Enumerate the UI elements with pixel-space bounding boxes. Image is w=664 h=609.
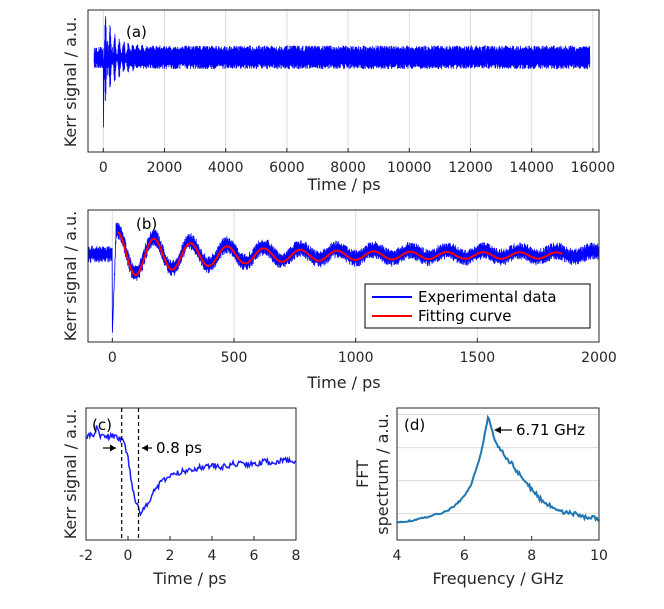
- xtick-label: 8: [527, 548, 536, 564]
- panel-b: 0 500 1000 1500 2000 (b) Time / ps Kerr sign…: [61, 209, 617, 392]
- xtick-label: 6: [460, 548, 469, 564]
- panel-c-data-line: [85, 425, 297, 517]
- xtick-label: 0: [99, 160, 108, 176]
- panel-a-grid: [102, 10, 594, 152]
- panel-c-frame: [85, 407, 297, 541]
- xtick-label: 6: [250, 548, 259, 564]
- panel-d-xlabel: Frequency / GHz: [432, 569, 563, 588]
- xtick-label: 12000: [448, 160, 493, 176]
- xtick-label: 8000: [330, 160, 366, 176]
- panel-d-ylabel-line1: FFT: [353, 460, 372, 488]
- xtick-label: 0: [108, 350, 117, 366]
- panel-b-data-line: [87, 222, 600, 333]
- xtick-label: 2: [166, 548, 175, 564]
- arrow-left-icon: [494, 426, 501, 434]
- panel-c: -2 0 2 4 6 8 (c) 0.8 ps Time / ps Kerr signal…: [61, 407, 300, 588]
- panel-b-fit-line: [117, 231, 563, 277]
- xtick-label: 2000: [147, 160, 183, 176]
- panel-d-annotation: 6.71 GHz: [516, 421, 585, 439]
- panel-b-xlabel: Time / ps: [306, 373, 380, 392]
- xtick-label: -2: [79, 548, 93, 564]
- arrow-left-icon: [142, 444, 148, 452]
- xtick-label: 1000: [338, 350, 374, 366]
- xtick-label: 6000: [269, 160, 305, 176]
- xtick-label: 16000: [571, 160, 616, 176]
- xtick-label: 14000: [509, 160, 554, 176]
- panel-c-label: (c): [92, 416, 112, 434]
- panel-d-ylabel-line2: spectrum / a.u.: [373, 413, 392, 534]
- panel-c-ylabel: Kerr signal / a.u.: [61, 409, 80, 540]
- panel-a-ylabel: Kerr signal / a.u.: [61, 17, 80, 148]
- panel-d-data-line: [396, 414, 600, 524]
- xtick-label: 4: [208, 548, 217, 564]
- panel-a-xticks: 0 2000 4000 6000 8000 10000 12000 14000 16000: [99, 148, 615, 176]
- panel-d-grid: [397, 414, 599, 515]
- legend-entry-fitting: Fitting curve: [418, 307, 511, 325]
- panel-a-frame: [87, 9, 600, 153]
- panel-c-xlabel: Time / ps: [152, 569, 226, 588]
- xtick-label: 10000: [387, 160, 432, 176]
- xtick-label: 1500: [460, 350, 496, 366]
- panel-c-vlines: [121, 408, 140, 540]
- panel-a-label: (a): [126, 23, 147, 41]
- xtick-label: 10: [590, 548, 608, 564]
- panel-d: 4 6 8 10 (d) 6.71 GHz Frequency / GHz FFT s…: [353, 407, 608, 588]
- panel-a: 0 2000 4000 6000 8000 10000 12000 14000 16000 (a…: [61, 9, 615, 194]
- panel-b-ylabel: Kerr signal / a.u.: [61, 211, 80, 342]
- legend-box: [364, 283, 591, 329]
- panel-b-xticks: 0 500 1000 1500 2000: [108, 338, 617, 366]
- legend-entry-experimental: Experimental data: [418, 288, 557, 306]
- panel-c-annotation: 0.8 ps: [156, 439, 202, 457]
- panel-d-frame: [396, 407, 600, 541]
- panel-d-xticks: 4 6 8 10: [393, 536, 608, 564]
- xtick-label: 4000: [208, 160, 244, 176]
- panel-c-xticks: -2 0 2 4 6 8: [79, 536, 300, 564]
- panel-a-data-line: [93, 16, 591, 128]
- panel-b-frame: [87, 209, 600, 343]
- xtick-label: 0: [124, 548, 133, 564]
- panel-b-label: (b): [136, 215, 157, 233]
- xtick-label: 8: [292, 548, 301, 564]
- panel-b-legend: Experimental data Fitting curve: [364, 283, 591, 329]
- xtick-label: 500: [221, 350, 248, 366]
- xtick-label: 4: [393, 548, 402, 564]
- xtick-label: 2000: [581, 350, 617, 366]
- arrow-right-icon: [110, 444, 116, 452]
- panel-a-xlabel: Time / ps: [306, 175, 380, 194]
- panel-d-label: (d): [404, 416, 425, 434]
